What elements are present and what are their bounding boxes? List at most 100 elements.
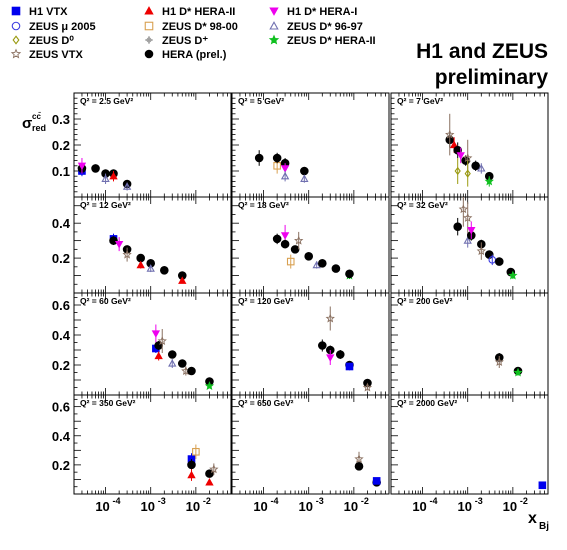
- x-tick-base: 10: [95, 499, 109, 514]
- x-tick-label: 10 -4: [95, 496, 120, 514]
- x-tick-exp: -4: [113, 496, 121, 506]
- point-marker: [290, 245, 300, 254]
- data-point: [362, 382, 373, 392]
- data-point: [122, 247, 132, 262]
- data-point: [167, 350, 177, 359]
- data-point: [508, 270, 518, 280]
- x-tick-exp: -2: [361, 496, 369, 506]
- y-axis-label-sub: red: [32, 123, 46, 133]
- point-marker: [335, 350, 345, 359]
- panel: Q² = 32 GeV²: [390, 196, 549, 294]
- legend-entry: H1 D* HERA-II: [144, 6, 235, 18]
- legend-entry: ZEUS VTX: [10, 48, 83, 61]
- panel-q2-label: Q² = 2000 GeV²: [397, 398, 457, 408]
- point-marker: [146, 264, 155, 272]
- data-point: [538, 481, 547, 490]
- panel-points: [354, 451, 381, 487]
- point-marker: [331, 264, 341, 273]
- data-point: [109, 171, 118, 182]
- legend-label: ZEUS VTX: [29, 49, 83, 61]
- panel: Q² = 200 GeV²: [390, 292, 549, 396]
- data-point: [192, 444, 200, 460]
- panel: Q² = 2000 GeV²: [390, 394, 549, 495]
- panel-points: [254, 150, 309, 183]
- x-ticks: [73, 92, 232, 198]
- x-ticks: [231, 395, 390, 495]
- legend-marker: [268, 34, 280, 45]
- y-axis-label-sup: cc̄: [32, 112, 42, 121]
- data-point: [254, 150, 264, 166]
- point-marker: [154, 351, 163, 360]
- point-marker: [122, 249, 132, 259]
- x-tick-label: 10 -3: [140, 496, 165, 514]
- data-point: [136, 260, 145, 269]
- data-point: [456, 147, 465, 164]
- x-tick-exp: -3: [475, 496, 483, 506]
- legend-marker: [11, 6, 21, 16]
- data-point: [209, 463, 219, 476]
- point-marker: [101, 174, 110, 182]
- data-point: [168, 359, 177, 368]
- data-point: [146, 264, 155, 273]
- data-point: [453, 217, 462, 236]
- x-ticks: [231, 92, 390, 198]
- panel-q2-label: Q² = 60 GeV²: [80, 296, 131, 306]
- legend-marker: [144, 49, 154, 59]
- y-tick-label: 0.6: [52, 298, 70, 313]
- panel-frame: [231, 292, 390, 396]
- y-axis-label: σ cc̄ red: [22, 112, 46, 133]
- point-marker: [354, 462, 364, 471]
- x-tick-base: 10: [344, 499, 358, 514]
- point-marker: [463, 213, 473, 222]
- legend-label: ZEUS D* 98-00: [162, 21, 238, 33]
- x-tick-label: 10 -3: [457, 496, 482, 514]
- point-marker: [454, 166, 461, 176]
- panel-frame: [390, 196, 549, 294]
- point-marker: [294, 235, 304, 245]
- point-marker: [326, 354, 335, 362]
- point-marker: [372, 477, 381, 485]
- panel-points: [187, 444, 219, 486]
- x-ticks: [390, 293, 549, 396]
- point-marker: [463, 236, 472, 244]
- panel: 0.2 0.4 0.6 Q² = 60 GeV²: [52, 292, 232, 396]
- point-marker: [280, 239, 290, 249]
- point-marker: [476, 246, 486, 256]
- panel: 0.2 0.4 0.6 Q² = 350 GeV²: [52, 394, 232, 495]
- legend-marker: [144, 6, 154, 15]
- point-marker: [209, 464, 219, 474]
- data-point: [318, 259, 327, 268]
- data-point: [280, 239, 290, 249]
- data-point: [286, 254, 295, 269]
- x-ticks: [73, 196, 232, 294]
- panel: 0.2 0.4 Q² = 12 GeV²: [52, 196, 232, 294]
- legend-marker: [269, 7, 279, 16]
- point-marker: [272, 234, 282, 244]
- point-marker: [109, 171, 118, 180]
- data-point: [300, 166, 309, 176]
- panel-points: [318, 306, 373, 392]
- legend-entry: HERA (prel.): [144, 49, 227, 61]
- point-marker: [157, 336, 167, 345]
- legend-entry: ZEUS D⁰: [12, 35, 74, 47]
- point-marker: [192, 447, 200, 456]
- point-marker: [471, 161, 480, 171]
- data-point: [325, 306, 335, 331]
- x-tick-label: 10 -2: [344, 496, 369, 514]
- data-point: [476, 242, 486, 260]
- x-tick-label: 10 -2: [503, 496, 528, 514]
- y-tick-label: 0.3: [52, 112, 70, 127]
- data-point: [354, 462, 364, 471]
- data-point: [454, 158, 461, 184]
- x-tick-exp: -4: [430, 496, 438, 506]
- data-point: [178, 276, 187, 284]
- panel-points: [494, 353, 523, 377]
- point-marker: [318, 259, 327, 268]
- y-tick-label: 0.4: [52, 216, 71, 231]
- x-axis-label-sub: Bj: [539, 521, 549, 532]
- chart-title-line2: preliminary: [435, 66, 549, 89]
- point-marker: [494, 357, 504, 366]
- panel-frame: [73, 292, 232, 396]
- x-ticks: [390, 395, 549, 495]
